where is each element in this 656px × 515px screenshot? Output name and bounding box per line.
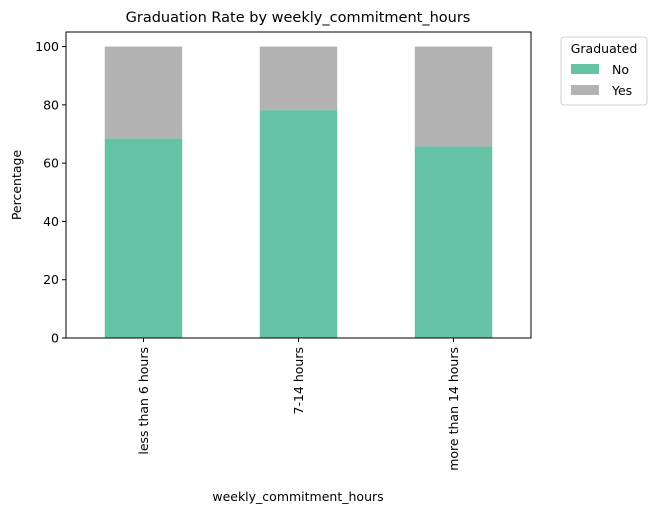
- legend-label-no: No: [612, 62, 629, 77]
- bar-yes-2: [414, 46, 493, 147]
- x-tick-label: more than 14 hours: [446, 347, 461, 471]
- legend-items: No Yes: [571, 62, 632, 98]
- bar-yes-0: [104, 46, 183, 139]
- x-axis: less than 6 hours 7-14 hours more than 14 …: [136, 338, 461, 471]
- y-tick-label: 20: [43, 272, 59, 287]
- chart-title: Graduation Rate by weekly_commitment_hou…: [126, 10, 471, 26]
- bar-yes-1: [259, 46, 338, 111]
- y-tick-label: 100: [35, 39, 59, 54]
- x-tick-label: 7-14 hours: [291, 347, 306, 415]
- legend-swatch-yes: [571, 85, 599, 95]
- y-tick-label: 60: [43, 156, 59, 171]
- legend-title: Graduated: [571, 41, 638, 56]
- y-tick-label: 80: [43, 97, 59, 112]
- y-axis: 0 20 40 60 80 100: [35, 39, 66, 346]
- x-tick-label: less than 6 hours: [136, 347, 151, 455]
- y-axis-label: Percentage: [9, 150, 24, 221]
- legend: Graduated No Yes: [560, 36, 648, 106]
- legend-swatch-no: [571, 64, 599, 74]
- y-tick-label: 0: [51, 331, 59, 346]
- bar-no-2: [414, 146, 493, 338]
- legend-label-yes: Yes: [611, 83, 632, 98]
- bar-no-1: [259, 110, 338, 338]
- y-tick-label: 40: [43, 214, 59, 229]
- plot-area: [104, 46, 493, 338]
- bar-no-0: [104, 138, 183, 338]
- x-axis-label: weekly_commitment_hours: [212, 489, 383, 504]
